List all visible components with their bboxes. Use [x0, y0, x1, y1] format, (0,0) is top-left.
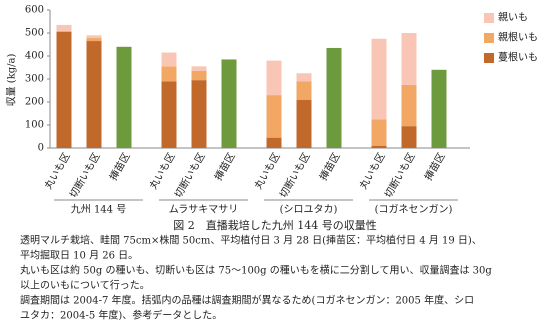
bar-segment	[296, 99, 312, 148]
legend-label: 親根いも	[498, 31, 538, 44]
bar-segment	[116, 46, 132, 148]
bar-segment	[371, 38, 387, 120]
caption-line: 丸いも区は約 50g の種いも、切断いも区は 75〜100g の種いもを横に二分…	[20, 264, 492, 277]
x-tick-label: 挿苗区	[107, 150, 133, 182]
bar-segment	[401, 84, 417, 127]
x-tick-label: 丸いも区	[42, 150, 73, 191]
bar-segment	[296, 81, 312, 100]
caption-line: 調査期間は 2004-7 年度。括弧内の品種は調査期間が異なるため(コガネセンガ…	[20, 294, 474, 307]
group-label: 九州 144 号	[71, 204, 126, 216]
bar-segment	[161, 52, 177, 67]
bar-segment	[86, 35, 102, 39]
legend-label: 蔓根いも	[498, 51, 538, 64]
bar-segment	[431, 69, 447, 148]
bar-segment	[161, 66, 177, 82]
y-tick-label: 600	[25, 5, 44, 16]
bar-segment	[221, 59, 237, 149]
y-tick-label: 100	[25, 120, 44, 131]
bar-segment	[401, 33, 417, 85]
legend-swatch	[484, 13, 494, 23]
x-tick-label: 丸いも区	[357, 150, 388, 191]
x-tick-label: 丸いも区	[252, 150, 283, 191]
y-tick-label: 400	[25, 51, 44, 62]
bar-segment	[56, 30, 72, 32]
y-tick-label: 0	[38, 143, 44, 154]
bar-segment	[56, 24, 72, 31]
y-axis-label: 収量 (kg/a)	[6, 54, 18, 107]
group-label: (コガネセンガン)	[375, 204, 453, 216]
caption-line: 以上のいもについて行った。	[20, 279, 150, 292]
caption-line: 平均掘取日 10 月 26 日。	[20, 249, 138, 262]
bar-segment	[191, 66, 207, 71]
y-tick-label: 300	[25, 74, 44, 85]
legend-swatch	[484, 33, 494, 43]
bar-segment	[86, 41, 102, 148]
y-tick-label: 200	[25, 97, 44, 108]
bar-segment	[296, 73, 312, 82]
caption-line: 透明マルチ栽培、畦間 75cm×株間 50cm、平均植付日 3 月 28 日(挿…	[20, 234, 482, 247]
x-tick-label: 挿苗区	[212, 150, 238, 182]
caption-title: 図 2 直播栽培した九州 144 号の収量性	[173, 218, 376, 232]
y-tick-label: 500	[25, 28, 44, 39]
bar-segment	[401, 126, 417, 148]
group-label: ムラサキマサリ	[169, 204, 239, 216]
bar-segment	[266, 137, 282, 148]
bar-segment	[191, 80, 207, 148]
bar-segment	[266, 95, 282, 138]
bar-segment	[161, 81, 177, 148]
bar-segment	[326, 47, 342, 149]
legend-label: 親いも	[498, 11, 528, 24]
bar-segment	[56, 31, 72, 149]
bar-segment	[371, 119, 387, 146]
legend-swatch	[484, 53, 494, 63]
bar-segment	[266, 60, 282, 96]
x-tick-label: 丸いも区	[147, 150, 178, 191]
group-label: (シロユタカ)	[280, 204, 338, 216]
bar-segment	[191, 70, 207, 81]
bar-segment	[371, 145, 387, 148]
x-tick-label: 挿苗区	[422, 150, 448, 182]
caption-line: ユタカ：2004-5 年度)、参考データとした。	[20, 309, 222, 322]
bar-segment	[86, 38, 102, 42]
x-tick-label: 挿苗区	[317, 150, 343, 182]
